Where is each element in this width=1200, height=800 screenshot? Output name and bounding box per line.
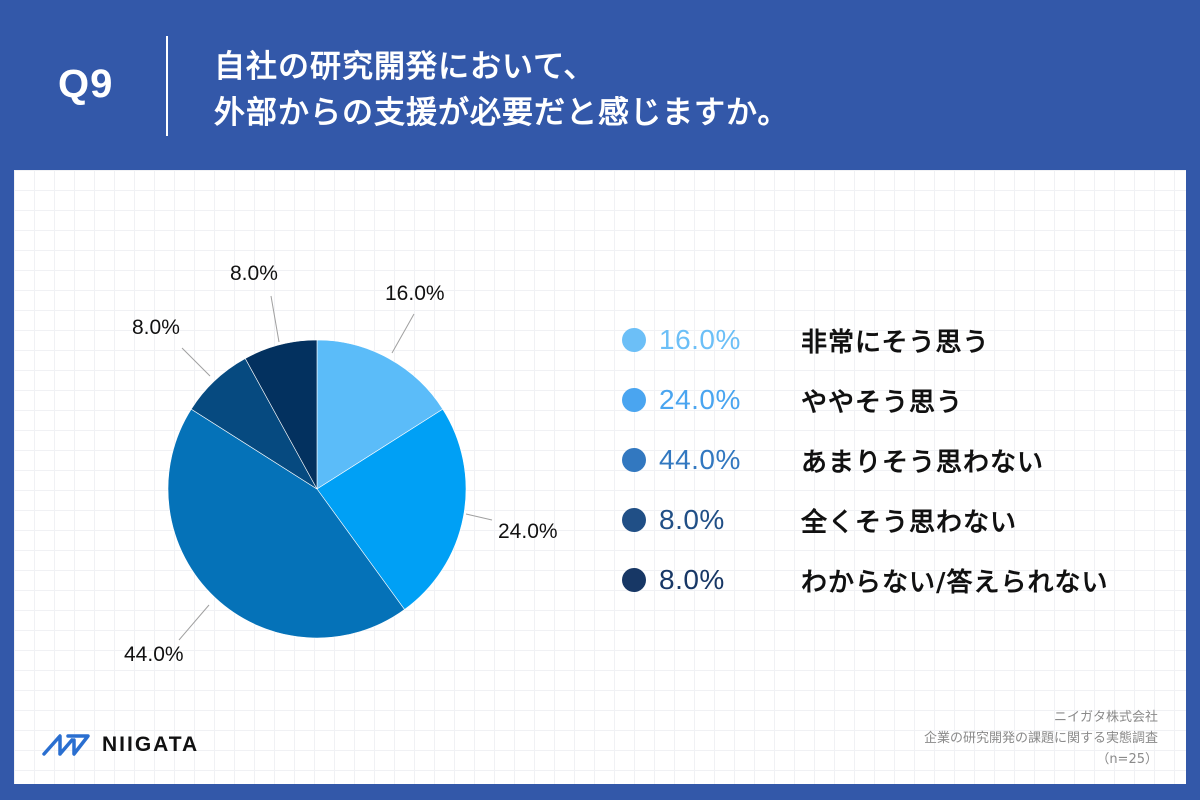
legend-pct: 8.0% (659, 564, 725, 595)
header-divider (166, 36, 168, 136)
legend-pct: 24.0% (659, 384, 741, 415)
legend-item-dont-know: 8.0% わからない/答えられない (622, 550, 1109, 610)
pie-label-16: 16.0% (385, 282, 445, 305)
leader-line-not-at-all (181, 347, 211, 377)
legend-item-very-much: 16.0% 非常にそう思う (622, 310, 1109, 370)
leader-line-dont-know (270, 295, 280, 343)
legend-dot-icon (622, 388, 646, 412)
legend-dot-icon (622, 448, 646, 472)
question-title-line2: 外部からの支援が必要だと感じますか。 (214, 95, 790, 131)
legend-pct: 16.0% (659, 324, 741, 355)
pie-slice-dont-know (244, 339, 318, 490)
pie-chart (167, 295, 493, 641)
legend-dot-icon (622, 328, 646, 352)
pie-label-8b: 8.0% (230, 262, 278, 285)
logo-text: NIIGATA (102, 733, 200, 756)
source-company: ニイガタ株式会社 (1053, 710, 1158, 725)
question-number: Q9 (58, 62, 114, 106)
legend-label: 非常にそう思う (801, 327, 990, 358)
question-title-line1: 自社の研究開発において、 (214, 49, 596, 85)
pie-slice-very-much (316, 339, 444, 490)
legend-pct: 44.0% (659, 444, 741, 475)
pie-slice-somewhat (316, 408, 467, 610)
pie-label-24: 24.0% (498, 520, 558, 543)
niigata-logo-icon (42, 734, 90, 756)
legend-label: ややそう思う (801, 387, 964, 418)
legend-item-not-really: 44.0% あまりそう思わない (622, 430, 1109, 490)
legend-dot-icon (622, 508, 646, 532)
leader-line-somewhat (465, 513, 493, 521)
legend-pct: 8.0% (659, 504, 725, 535)
niigata-logo: NIIGATA (42, 732, 199, 758)
leader-line-not-really (178, 604, 210, 641)
chart-panel: 16.0% 24.0% 44.0% 8.0% 8.0% 16.0% 非常にそう思… (14, 170, 1186, 784)
legend: 16.0% 非常にそう思う 24.0% ややそう思う 44.0% あまりそう思わ… (622, 310, 1109, 610)
legend-label: わからない/答えられない (801, 567, 1109, 598)
legend-item-not-at-all: 8.0% 全くそう思わない (622, 490, 1109, 550)
question-title: 自社の研究開発において、 外部からの支援が必要だと感じますか。 (214, 44, 789, 136)
pie-label-44: 44.0% (124, 643, 184, 666)
source-survey: 企業の研究開発の課題に関する実態調査 (923, 731, 1158, 746)
pie-label-8a: 8.0% (132, 316, 180, 339)
header: Q9 自社の研究開発において、 外部からの支援が必要だと感じますか。 (0, 0, 1200, 170)
source-note: ニイガタ株式会社 企業の研究開発の課題に関する実態調査 （n=25） (924, 707, 1158, 770)
source-n: （n=25） (1096, 752, 1158, 767)
legend-item-somewhat: 24.0% ややそう思う (622, 370, 1109, 430)
legend-label: 全くそう思わない (801, 507, 1018, 538)
pie-slice-not-really (167, 408, 405, 639)
leader-line-very-much (391, 313, 415, 354)
legend-dot-icon (622, 568, 646, 592)
legend-label: あまりそう思わない (801, 447, 1045, 478)
